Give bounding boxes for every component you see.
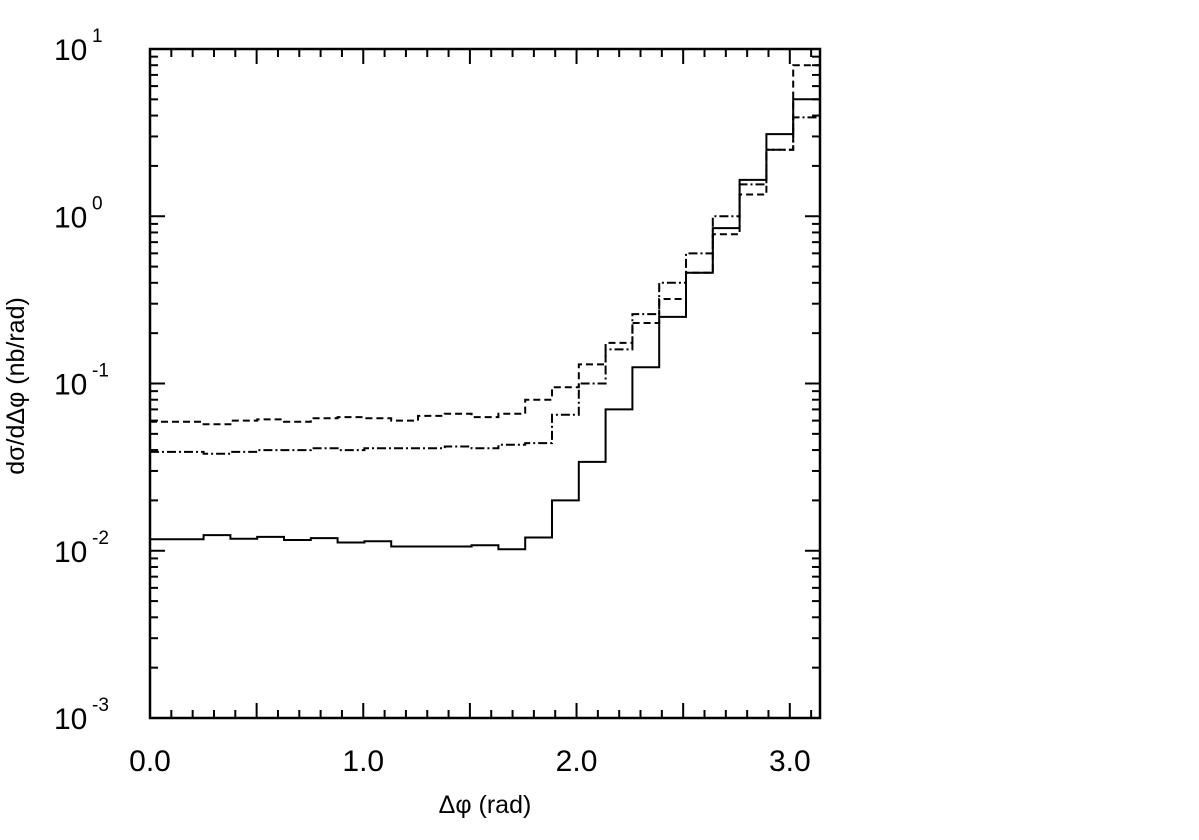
- y-axis-title: dσ/dΔφ (nb/rad): [2, 297, 30, 475]
- x-tick-labels: 0.0 1.0 2.0 3.0: [129, 745, 811, 778]
- y-tick-label: 10 -2: [54, 528, 109, 569]
- axis-ticks: [149, 49, 820, 719]
- series-dashed-line: [150, 64, 820, 426]
- y-tick-label: 10 -3: [54, 695, 109, 736]
- plot-frame: [148, 47, 822, 720]
- x-tick-label: 2.0: [556, 745, 598, 778]
- y-tick-exponent: -1: [92, 361, 109, 382]
- y-tick-exponent: -3: [92, 695, 109, 716]
- x-tick-label: 0.0: [129, 745, 171, 778]
- y-tick-base: 10: [54, 201, 87, 234]
- y-tick-exponent: -2: [92, 528, 109, 549]
- x-axis-title: Δφ (rad): [439, 791, 532, 819]
- x-tick-label: 1.0: [342, 745, 384, 778]
- series-dashdot-line: [150, 116, 820, 455]
- y-tick-base: 10: [54, 369, 87, 402]
- y-tick-exponent: 1: [92, 26, 103, 47]
- x-tick-label: 3.0: [769, 745, 811, 778]
- y-tick-base: 10: [54, 34, 87, 67]
- y-tick-base: 10: [54, 703, 87, 736]
- y-tick-label: 10 -1: [54, 361, 109, 402]
- y-tick-base: 10: [54, 536, 87, 569]
- y-tick-exponent: 0: [92, 193, 103, 214]
- y-tick-label: 10 1: [54, 26, 103, 67]
- y-tick-label: 10 0: [54, 193, 103, 234]
- series-solid-line: [150, 98, 820, 551]
- series-group: [150, 64, 820, 551]
